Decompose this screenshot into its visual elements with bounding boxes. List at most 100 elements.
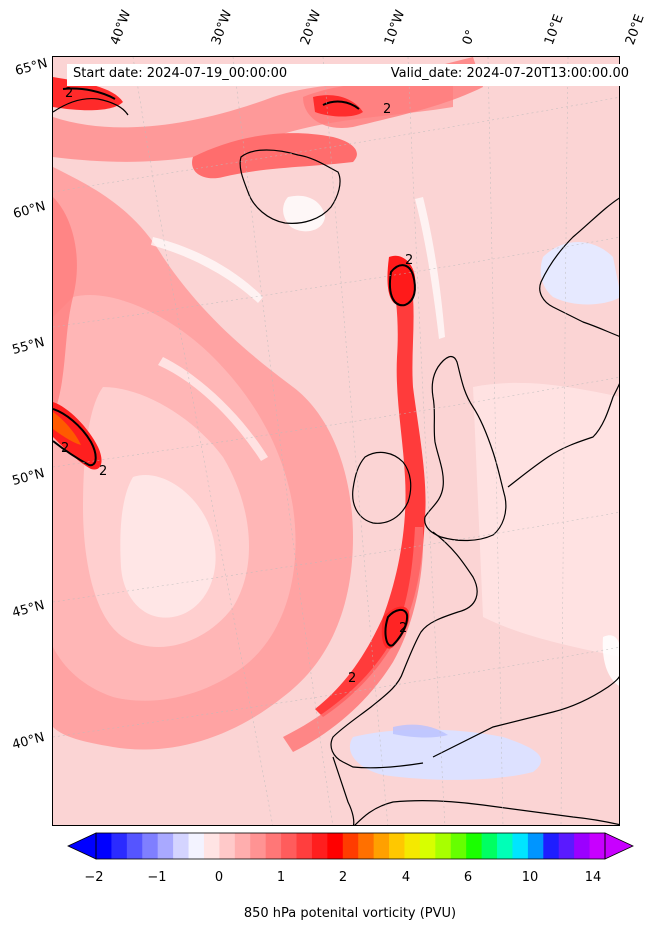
contour-label: 2 <box>61 441 69 456</box>
colorbar-cell <box>96 833 112 859</box>
lon-label: 10°W <box>381 8 409 47</box>
coastline-france-iberia <box>330 531 478 769</box>
graticule-line <box>53 512 619 603</box>
colorbar-cell <box>373 833 390 859</box>
lat-label: 60°N <box>11 199 48 222</box>
colorbar-cell <box>419 833 436 859</box>
pv-spot-north-2 <box>313 95 363 117</box>
pv-white-streak-2 <box>151 237 263 303</box>
colorbar-cell <box>358 833 375 859</box>
graticule-line <box>53 377 619 468</box>
coastline-iceland <box>239 149 341 224</box>
pv-band-west <box>53 197 77 417</box>
colorbar-cell <box>558 833 575 859</box>
lat-label: 55°N <box>10 335 47 358</box>
colorbar-cell <box>450 833 467 859</box>
coastline-norway <box>539 197 619 337</box>
pv-contour-north-1 <box>62 87 116 100</box>
colorbar-cell <box>173 833 190 859</box>
colorbar-cell <box>435 833 452 859</box>
lat-label: 40°N <box>10 730 47 753</box>
colorbar-outline <box>95 832 606 860</box>
contour-label: 2 <box>65 86 73 101</box>
coastline-north-africa <box>354 799 619 825</box>
lon-label: 30°W <box>208 8 236 47</box>
colorbar-cell <box>574 833 591 859</box>
graticule-line <box>407 57 446 825</box>
contour-label: 2 <box>348 671 356 686</box>
colorbar-cell <box>296 833 313 859</box>
coastline-spain-south <box>332 756 355 825</box>
colorbar <box>67 832 634 860</box>
colorbar-tick: 1 <box>276 870 286 885</box>
pv-contour-biscay <box>384 609 409 647</box>
colorbar-cell <box>543 833 560 859</box>
valid-date-label: Valid_date: 2024-07-20T13:00:00.00 <box>390 66 629 81</box>
pv-swirl-center <box>120 475 216 618</box>
map-canvas: 2 2 2 2 2 2 2 <box>53 57 619 825</box>
colorbar-cell <box>327 833 344 859</box>
graticule-line <box>53 647 619 738</box>
pv-white-alps <box>602 635 619 686</box>
lon-label: 40°W <box>107 8 135 47</box>
graticule-line <box>132 57 273 825</box>
contour-labels: 2 2 2 2 2 2 2 <box>61 86 413 686</box>
colorbar-cell <box>512 833 529 859</box>
pv-spot-west-1-core <box>53 412 81 445</box>
colorbar-cell <box>281 833 298 859</box>
graticule-line <box>53 97 619 193</box>
pv-spot-west-1 <box>53 402 102 470</box>
lon-label: 0° <box>459 27 480 47</box>
colorbar-cell <box>111 833 128 859</box>
colorbar-cell <box>589 833 606 859</box>
colorbar-tick: 2 <box>338 870 348 885</box>
graticule-line <box>232 57 334 825</box>
contour-label: 2 <box>399 621 407 636</box>
pv-map: 2 2 2 2 2 2 2 <box>52 56 620 826</box>
pv-white-streak-3 <box>158 357 268 461</box>
colorbar-cell <box>142 833 159 859</box>
colorbar-cell <box>404 833 421 859</box>
colorbar-cells <box>96 833 606 859</box>
colorbar-cell <box>311 833 328 859</box>
colorbar-cell <box>466 833 483 859</box>
colorbar-tick: 6 <box>463 870 473 885</box>
pv-band-iceland-n <box>192 133 357 179</box>
colorbar-cell <box>265 833 282 859</box>
pv-contour-north-2 <box>322 100 360 110</box>
colorbar-cell <box>250 833 267 859</box>
lon-label: 20°E <box>622 12 648 48</box>
colorbar-tick: −1 <box>147 870 167 885</box>
colorbar-max-arrow <box>604 832 634 860</box>
pv-white-streak-1 <box>415 197 445 339</box>
pv-white-iceland <box>283 195 325 232</box>
colorbar-tick: 10 <box>521 870 539 885</box>
graticule-line <box>487 57 504 825</box>
colorbar-min-arrow <box>67 832 97 860</box>
colorbar-tick: 0 <box>214 870 224 885</box>
colorbar-cell <box>157 833 174 859</box>
colorbar-cell <box>342 833 359 859</box>
colorbar-cell <box>389 833 405 859</box>
colorbar-cell <box>497 833 513 859</box>
graticule-line <box>53 237 619 328</box>
colorbar-cell <box>234 833 251 859</box>
pv-contour-scotland <box>389 264 416 307</box>
colorbar-cell <box>219 833 236 859</box>
colorbar-cell <box>188 833 205 859</box>
colorbar-tick: 4 <box>401 870 411 885</box>
contour-label: 2 <box>383 102 391 117</box>
lat-label: 65°N <box>13 56 50 79</box>
pv-light-europe <box>473 382 619 657</box>
coastlines <box>53 97 619 825</box>
lat-label: 50°N <box>10 466 47 489</box>
header-strip <box>67 64 633 86</box>
colorbar-label: 850 hPa potenital vorticity (PVU) <box>243 906 457 921</box>
lon-label: 20°W <box>297 8 325 47</box>
graticule-line <box>560 57 569 825</box>
contour-label: 2 <box>405 253 413 268</box>
colorbar-cell <box>203 833 220 859</box>
colorbar-cell <box>481 833 498 859</box>
pv-band-coastal <box>315 257 426 717</box>
coastline-greenland <box>53 97 129 116</box>
